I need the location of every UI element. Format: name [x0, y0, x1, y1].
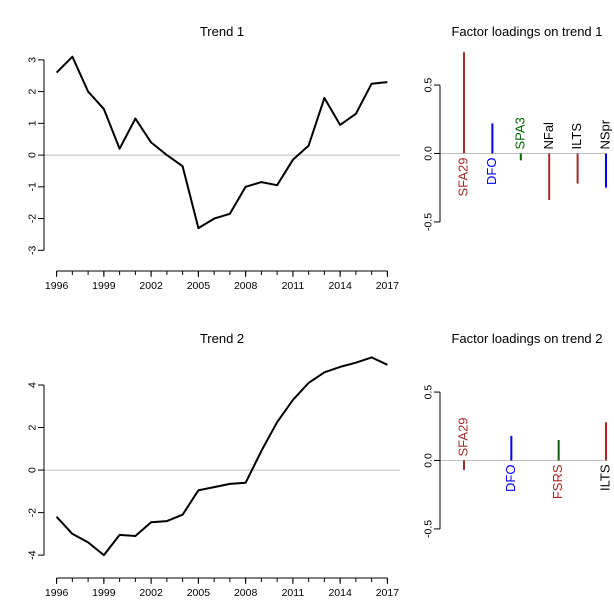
chart-title: Factor loadings on trend 1 — [451, 24, 602, 39]
category-label: DFO — [484, 158, 499, 185]
x-tick-label: 2005 — [187, 587, 211, 599]
x-tick-label: 2008 — [234, 587, 258, 599]
x-tick-label: 2002 — [139, 280, 163, 292]
trend-2-panel: Trend 2 -4 -2 0 2 4 1996 1999 2002 2005 2008 2011 2… — [27, 331, 400, 599]
y-tick-label: 0.5 — [423, 78, 435, 93]
x-tick-label: 2005 — [187, 280, 211, 292]
chart-title: Trend 1 — [200, 24, 244, 39]
category-label: NFal — [541, 122, 556, 150]
y-tick-label: -4 — [27, 550, 39, 559]
y-tick-label: -2 — [27, 214, 39, 223]
trend-1-panel: Trend 1 -3 -2 -1 0 1 2 3 1996 1999 2002 2005 2008 20… — [27, 24, 400, 292]
y-tick-label: -0.5 — [423, 213, 435, 231]
trend-series-line — [55, 55, 388, 230]
x-tick-label: 2017 — [376, 587, 400, 599]
loadings-trend-2-panel: Factor loadings on trend 2 -0.5 0.0 0.5 SFA… — [423, 331, 613, 538]
x-tick-label: 1996 — [45, 280, 69, 292]
trend-series-line — [55, 356, 388, 557]
y-tick-label: 2 — [27, 424, 39, 430]
chart-title: Trend 2 — [200, 331, 244, 346]
category-label: ILTS — [569, 123, 584, 150]
x-tick-label: 2017 — [376, 280, 400, 292]
x-tick-label: 2014 — [328, 587, 352, 599]
category-label: SFA29 — [456, 158, 471, 197]
category-label: FSRS — [550, 464, 565, 499]
y-tick-label: 0 — [27, 152, 39, 158]
x-tick-label: 1999 — [92, 280, 116, 292]
y-tick-label: 4 — [27, 382, 39, 388]
x-tick-label: 2014 — [328, 280, 352, 292]
y-tick-label: -1 — [27, 182, 39, 191]
chart-title: Factor loadings on trend 2 — [451, 331, 602, 346]
category-label: NSpr — [598, 119, 613, 149]
y-tick-label: 1 — [27, 120, 39, 126]
y-tick-label: 3 — [27, 57, 39, 63]
y-tick-label: 2 — [27, 89, 39, 95]
category-label: SFA29 — [456, 417, 471, 456]
x-tick-label: 2011 — [282, 587, 305, 599]
x-tick-label: 2008 — [234, 280, 258, 292]
y-tick-label: 0.0 — [423, 453, 435, 468]
category-label: ILTS — [598, 464, 613, 491]
y-tick-label: -2 — [27, 508, 39, 517]
y-tick-label: -0.5 — [423, 520, 435, 538]
x-tick-label: 1999 — [92, 587, 116, 599]
y-tick-label: 0.0 — [423, 146, 435, 161]
y-tick-label: 0 — [27, 467, 39, 473]
y-tick-label: -3 — [27, 245, 39, 254]
loadings-trend-1-panel: Factor loadings on trend 1 -0.5 0.0 0.5 SFA… — [423, 24, 613, 231]
x-tick-label: 1996 — [45, 587, 69, 599]
category-label: SPA3 — [512, 117, 527, 149]
category-label: DFO — [503, 465, 518, 492]
y-tick-label: 0.5 — [423, 385, 435, 400]
x-tick-label: 2002 — [139, 587, 163, 599]
x-tick-label: 2011 — [282, 280, 305, 292]
